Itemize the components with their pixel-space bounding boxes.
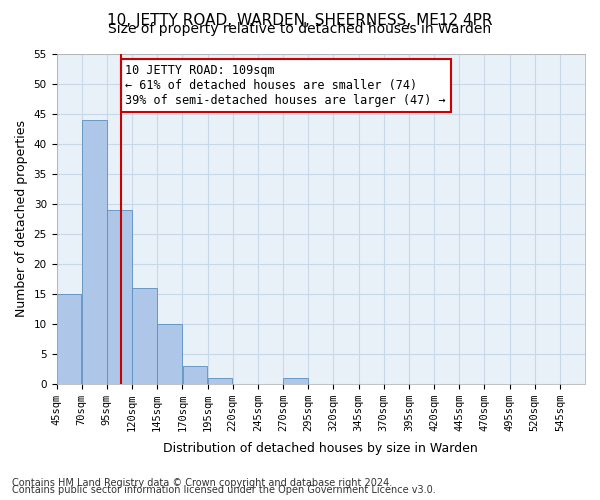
Bar [132, 288, 157, 384]
Y-axis label: Number of detached properties: Number of detached properties [15, 120, 28, 318]
Bar [208, 378, 232, 384]
Text: Contains public sector information licensed under the Open Government Licence v3: Contains public sector information licen… [12, 485, 436, 495]
Bar [157, 324, 182, 384]
Bar [283, 378, 308, 384]
X-axis label: Distribution of detached houses by size in Warden: Distribution of detached houses by size … [163, 442, 478, 455]
Bar [182, 366, 207, 384]
Text: Contains HM Land Registry data © Crown copyright and database right 2024.: Contains HM Land Registry data © Crown c… [12, 478, 392, 488]
Bar [57, 294, 82, 384]
Bar [82, 120, 107, 384]
Text: 10, JETTY ROAD, WARDEN, SHEERNESS, ME12 4PR: 10, JETTY ROAD, WARDEN, SHEERNESS, ME12 … [107, 12, 493, 28]
Text: 10 JETTY ROAD: 109sqm
← 61% of detached houses are smaller (74)
39% of semi-deta: 10 JETTY ROAD: 109sqm ← 61% of detached … [125, 64, 446, 107]
Bar [107, 210, 132, 384]
Text: Size of property relative to detached houses in Warden: Size of property relative to detached ho… [109, 22, 491, 36]
